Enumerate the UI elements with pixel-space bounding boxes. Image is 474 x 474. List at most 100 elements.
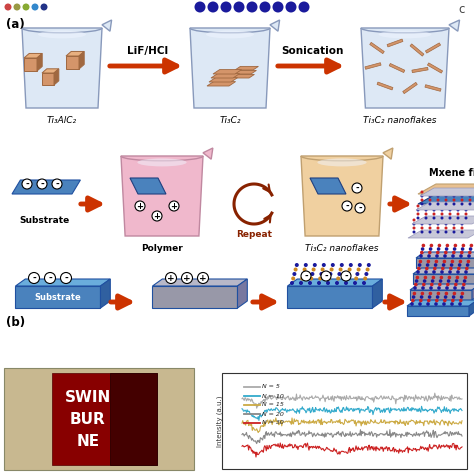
Polygon shape — [301, 156, 383, 236]
Circle shape — [452, 295, 456, 299]
Circle shape — [31, 3, 38, 10]
Circle shape — [465, 209, 467, 211]
Circle shape — [453, 230, 456, 234]
Polygon shape — [418, 194, 474, 204]
Text: Ti₃C₂ nanoflakes: Ti₃C₂ nanoflakes — [305, 244, 379, 253]
Circle shape — [437, 202, 439, 206]
Text: N = 30: N = 30 — [262, 420, 284, 426]
Circle shape — [419, 260, 422, 263]
Polygon shape — [66, 52, 84, 56]
Circle shape — [453, 292, 456, 295]
Ellipse shape — [38, 30, 86, 38]
Circle shape — [453, 202, 456, 206]
Circle shape — [445, 191, 447, 193]
Circle shape — [331, 263, 335, 267]
Circle shape — [420, 202, 423, 206]
Polygon shape — [42, 69, 59, 73]
Circle shape — [292, 272, 296, 276]
Circle shape — [432, 270, 436, 274]
Polygon shape — [416, 252, 474, 258]
Circle shape — [447, 276, 451, 279]
Circle shape — [445, 222, 447, 226]
Circle shape — [456, 217, 459, 219]
Circle shape — [435, 254, 439, 258]
Circle shape — [420, 292, 424, 295]
Circle shape — [349, 263, 353, 267]
Circle shape — [436, 251, 439, 254]
Polygon shape — [410, 284, 474, 290]
Polygon shape — [16, 279, 110, 286]
Text: N = 5: N = 5 — [262, 384, 280, 390]
Circle shape — [420, 194, 423, 198]
Circle shape — [465, 212, 467, 216]
Circle shape — [453, 286, 457, 290]
FancyBboxPatch shape — [4, 368, 194, 470]
Circle shape — [446, 244, 449, 247]
Polygon shape — [407, 300, 474, 306]
Circle shape — [285, 1, 297, 12]
Circle shape — [434, 263, 438, 267]
Text: Mxene film: Mxene film — [428, 168, 474, 178]
Polygon shape — [153, 286, 237, 308]
Circle shape — [437, 191, 439, 193]
Circle shape — [420, 222, 423, 226]
Circle shape — [445, 202, 447, 206]
Circle shape — [45, 273, 55, 283]
Polygon shape — [426, 43, 440, 53]
Polygon shape — [54, 69, 59, 85]
Circle shape — [468, 202, 472, 206]
Text: Ti₃C₂: Ti₃C₂ — [219, 116, 241, 125]
Circle shape — [431, 279, 434, 283]
Polygon shape — [377, 82, 393, 90]
Circle shape — [428, 251, 432, 254]
Polygon shape — [207, 82, 236, 86]
Circle shape — [442, 263, 446, 267]
Polygon shape — [383, 148, 393, 159]
Circle shape — [429, 244, 433, 247]
Circle shape — [440, 217, 444, 219]
Polygon shape — [418, 184, 474, 194]
Polygon shape — [213, 70, 242, 74]
Circle shape — [465, 217, 467, 219]
Circle shape — [22, 3, 29, 10]
Circle shape — [461, 286, 465, 290]
Text: BUR: BUR — [70, 412, 106, 428]
Circle shape — [448, 209, 452, 211]
Circle shape — [448, 204, 452, 208]
Circle shape — [445, 286, 449, 290]
Polygon shape — [22, 28, 102, 108]
Circle shape — [327, 276, 331, 281]
Circle shape — [449, 267, 453, 270]
Circle shape — [437, 247, 440, 251]
Circle shape — [346, 272, 350, 276]
Text: N = 15: N = 15 — [262, 402, 284, 408]
Circle shape — [358, 263, 362, 267]
Polygon shape — [288, 279, 383, 286]
Text: -: - — [344, 272, 348, 281]
Circle shape — [418, 263, 421, 267]
Circle shape — [340, 263, 344, 267]
Text: Repeat: Repeat — [236, 230, 272, 239]
Circle shape — [429, 286, 433, 290]
Polygon shape — [42, 73, 54, 85]
Circle shape — [436, 295, 439, 299]
Text: +: + — [199, 274, 207, 283]
Polygon shape — [24, 54, 42, 58]
Circle shape — [461, 219, 464, 221]
Circle shape — [461, 292, 464, 295]
Circle shape — [459, 254, 463, 258]
Circle shape — [461, 194, 464, 198]
Text: Sonication: Sonication — [281, 46, 343, 56]
Polygon shape — [469, 300, 474, 316]
Circle shape — [448, 217, 452, 219]
Circle shape — [310, 272, 314, 276]
Circle shape — [460, 295, 464, 299]
Polygon shape — [12, 180, 81, 194]
Circle shape — [40, 3, 47, 10]
Circle shape — [454, 283, 457, 286]
Polygon shape — [407, 306, 469, 316]
Circle shape — [461, 222, 464, 226]
Circle shape — [440, 209, 444, 211]
Circle shape — [291, 276, 295, 281]
Circle shape — [429, 247, 432, 251]
